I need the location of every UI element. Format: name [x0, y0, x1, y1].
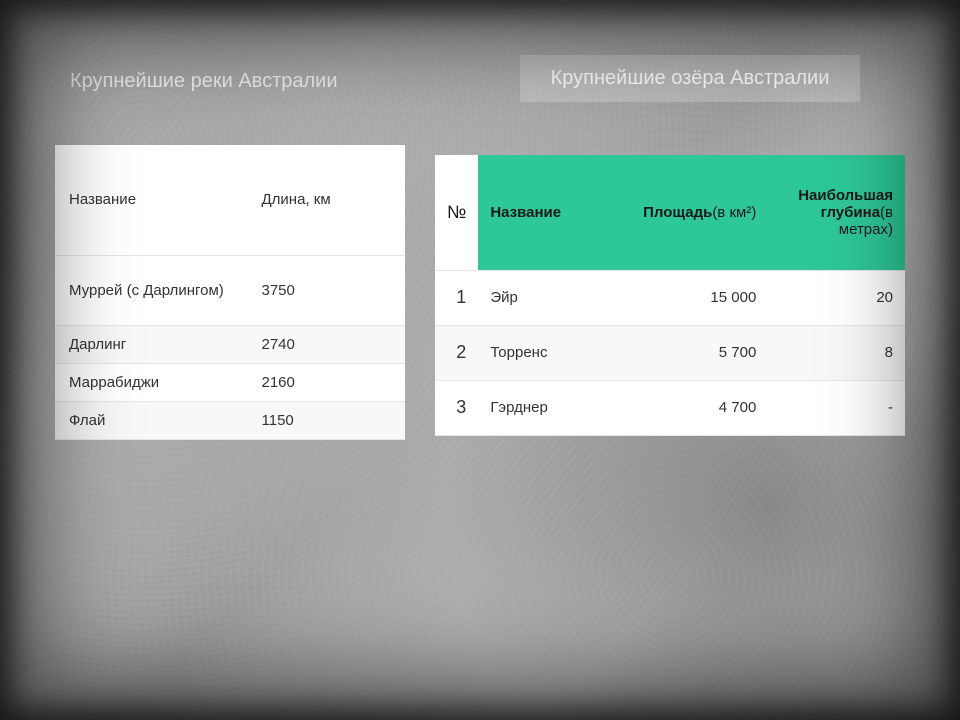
- lake-name: Гэрднер: [478, 380, 628, 435]
- river-name: Муррей (с Дарлингом): [55, 255, 248, 325]
- rivers-header-row: Название Длина, км: [55, 145, 405, 255]
- lakes-title: Крупнейшие озёра Австралии: [520, 55, 860, 102]
- col-label: Площадь: [643, 204, 712, 221]
- lake-area: 15 000: [628, 270, 768, 325]
- table-row: 3 Гэрднер 4 700 -: [435, 380, 905, 435]
- river-name: Флай: [55, 401, 248, 439]
- rivers-col-name: Название: [55, 145, 248, 255]
- table-row: Маррабиджи 2160: [55, 363, 405, 401]
- table-row: 2 Торренс 5 700 8: [435, 325, 905, 380]
- rivers-title: Крупнейшие реки Австралии: [70, 70, 338, 93]
- table-row: Дарлинг 2740: [55, 325, 405, 363]
- rivers-table: Название Длина, км Муррей (с Дарлингом) …: [55, 145, 405, 440]
- lake-num: 1: [435, 270, 478, 325]
- lakes-col-num: №: [435, 155, 478, 270]
- table-row: Флай 1150: [55, 401, 405, 439]
- rivers-col-length: Длина, км: [248, 145, 406, 255]
- lake-num: 3: [435, 380, 478, 435]
- table-row: 1 Эйр 15 000 20: [435, 270, 905, 325]
- lakes-col-area: Площадь(в км²): [628, 155, 768, 270]
- lakes-header-row: № Название Площадь(в км²) Наибольшая глу…: [435, 155, 905, 270]
- lake-depth: 8: [768, 325, 905, 380]
- lake-name: Эйр: [478, 270, 628, 325]
- lake-name: Торренс: [478, 325, 628, 380]
- lakes-col-depth: Наибольшая глубина(в метрах): [768, 155, 905, 270]
- river-length: 3750: [248, 255, 406, 325]
- lake-area: 4 700: [628, 380, 768, 435]
- river-length: 1150: [248, 401, 406, 439]
- lake-depth: 20: [768, 270, 905, 325]
- river-name: Дарлинг: [55, 325, 248, 363]
- lakes-col-name: Название: [478, 155, 628, 270]
- lake-num: 2: [435, 325, 478, 380]
- col-sub: (в км²): [712, 204, 756, 221]
- col-label: Наибольшая глубина: [798, 187, 893, 221]
- table-row: Муррей (с Дарлингом) 3750: [55, 255, 405, 325]
- river-length: 2160: [248, 363, 406, 401]
- river-name: Маррабиджи: [55, 363, 248, 401]
- lake-area: 5 700: [628, 325, 768, 380]
- slide-content: Крупнейшие реки Австралии Крупнейшие озё…: [0, 0, 960, 720]
- lake-depth: -: [768, 380, 905, 435]
- lakes-table: № Название Площадь(в км²) Наибольшая глу…: [435, 155, 905, 436]
- river-length: 2740: [248, 325, 406, 363]
